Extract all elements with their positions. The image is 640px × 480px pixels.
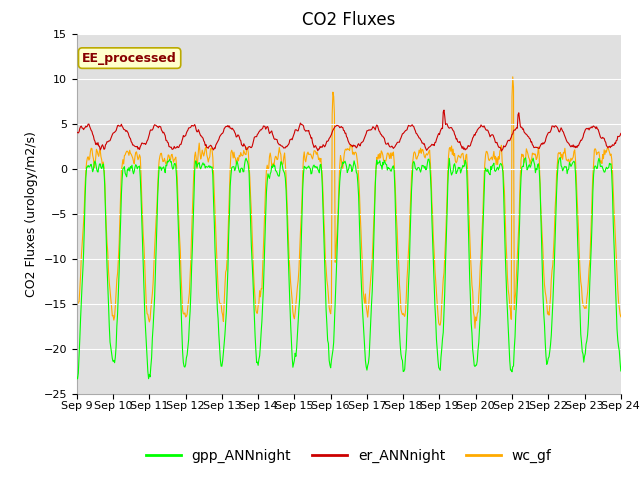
Y-axis label: CO2 Fluxes (urology/m2/s): CO2 Fluxes (urology/m2/s)	[25, 131, 38, 297]
Text: EE_processed: EE_processed	[82, 51, 177, 65]
Legend: gpp_ANNnight, er_ANNnight, wc_gf: gpp_ANNnight, er_ANNnight, wc_gf	[140, 444, 557, 469]
Title: CO2 Fluxes: CO2 Fluxes	[302, 11, 396, 29]
